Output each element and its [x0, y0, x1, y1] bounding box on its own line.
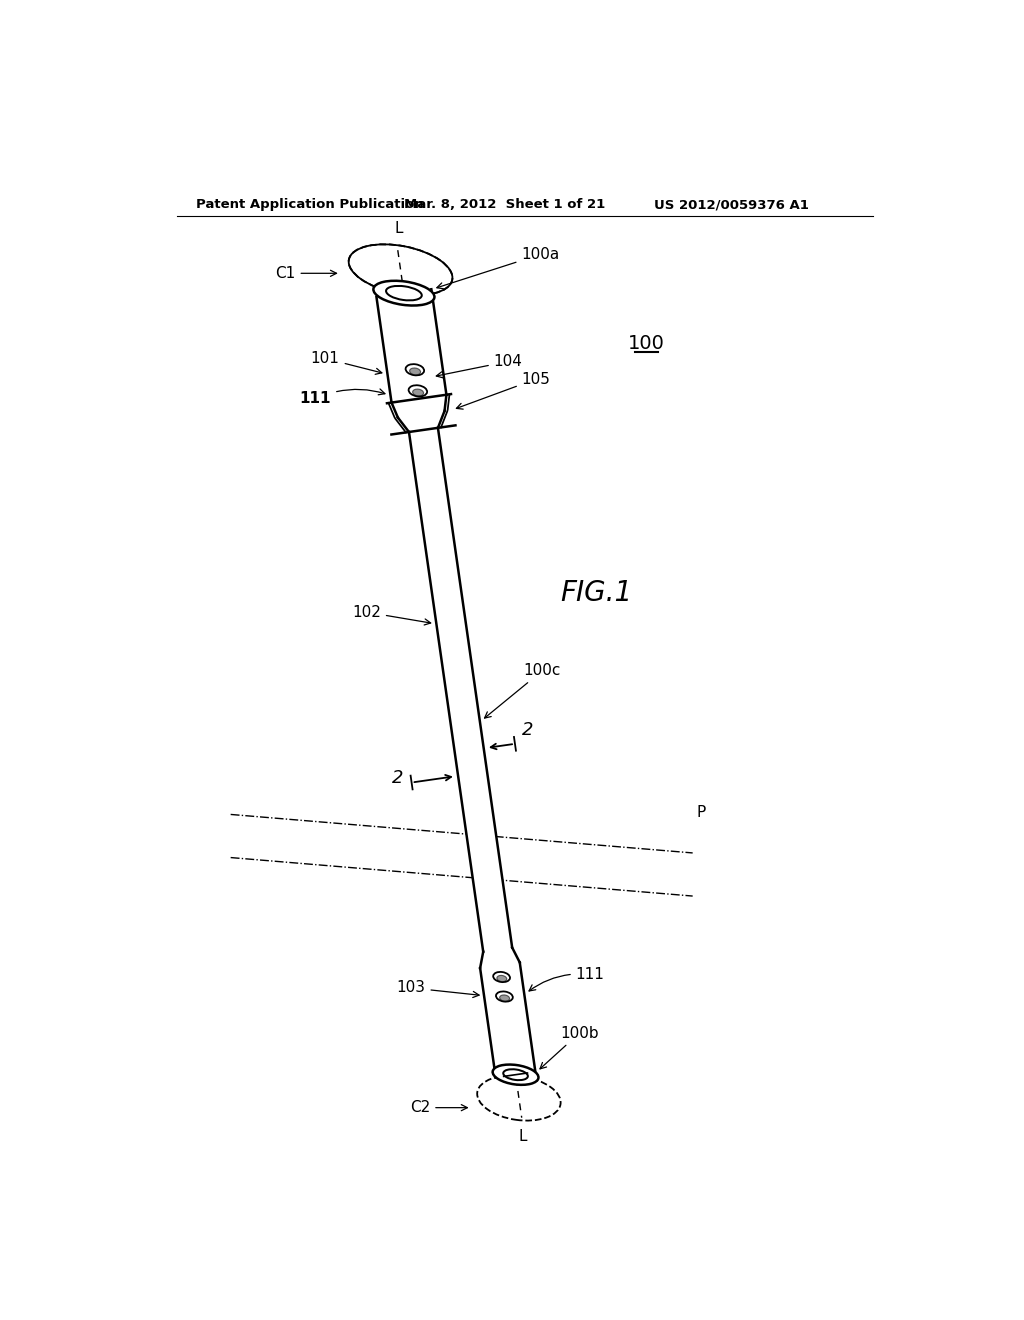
Polygon shape — [480, 962, 536, 1077]
Text: P: P — [696, 805, 706, 821]
Text: 2: 2 — [522, 722, 534, 739]
Ellipse shape — [374, 281, 434, 305]
Polygon shape — [377, 289, 446, 403]
Text: L: L — [394, 222, 403, 236]
Text: 100b: 100b — [540, 1026, 599, 1069]
Text: 100: 100 — [628, 334, 665, 352]
Text: FIG.1: FIG.1 — [560, 579, 633, 607]
Text: Patent Application Publication: Patent Application Publication — [196, 198, 424, 211]
Polygon shape — [398, 411, 444, 432]
Text: 111: 111 — [529, 966, 604, 991]
Text: 104: 104 — [436, 354, 522, 378]
Text: 111: 111 — [300, 389, 385, 407]
Ellipse shape — [496, 991, 513, 1002]
Text: 103: 103 — [396, 981, 479, 998]
Text: 100a: 100a — [437, 247, 560, 289]
Polygon shape — [409, 428, 512, 952]
Ellipse shape — [410, 368, 421, 375]
Text: C1: C1 — [275, 265, 337, 281]
Text: US 2012/0059376 A1: US 2012/0059376 A1 — [654, 198, 809, 211]
Text: L: L — [518, 1130, 526, 1144]
Ellipse shape — [494, 972, 510, 982]
Ellipse shape — [386, 286, 422, 301]
Text: Mar. 8, 2012  Sheet 1 of 21: Mar. 8, 2012 Sheet 1 of 21 — [403, 198, 605, 211]
Text: C2: C2 — [410, 1100, 467, 1115]
Ellipse shape — [406, 364, 424, 375]
Text: 101: 101 — [311, 351, 382, 375]
Ellipse shape — [500, 995, 510, 1001]
Text: 2: 2 — [392, 770, 403, 787]
Ellipse shape — [503, 1069, 527, 1080]
Text: 100c: 100c — [484, 663, 561, 718]
Ellipse shape — [413, 389, 424, 396]
Text: 102: 102 — [352, 605, 431, 624]
Polygon shape — [391, 395, 446, 417]
Text: 105: 105 — [457, 371, 551, 409]
Ellipse shape — [493, 1064, 539, 1085]
Polygon shape — [480, 948, 520, 968]
Ellipse shape — [409, 385, 427, 396]
Ellipse shape — [497, 975, 507, 982]
